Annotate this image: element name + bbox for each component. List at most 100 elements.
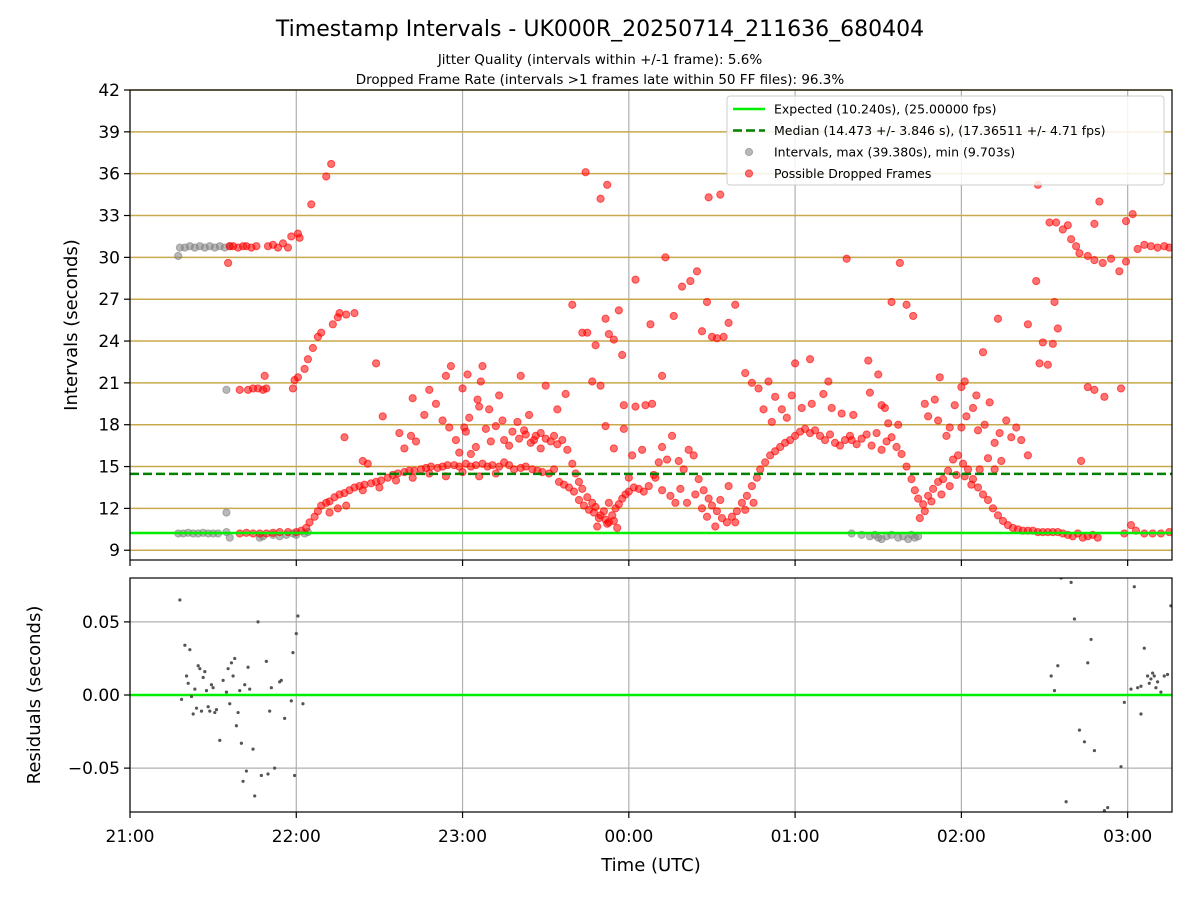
y-tick-label: 12 — [98, 499, 120, 519]
dropped-frame-point — [609, 444, 618, 453]
dropped-frame-point — [1045, 218, 1054, 227]
residual-point — [251, 747, 255, 751]
dropped-frame-point — [897, 449, 906, 459]
dropped-frame-point — [716, 495, 725, 505]
residual-point — [1142, 646, 1146, 650]
dropped-frame-point — [732, 507, 742, 516]
dropped-frame-point — [712, 507, 722, 516]
dropped-frame-point — [973, 426, 983, 435]
dropped-frame-point — [1126, 521, 1136, 530]
dropped-frame-point — [287, 232, 296, 241]
dropped-frame-point — [960, 377, 969, 386]
dropped-frame-point — [667, 431, 677, 440]
dropped-frame-point — [471, 461, 480, 470]
dropped-frame-point — [322, 172, 331, 181]
dropped-frame-point — [438, 416, 447, 425]
dropped-frame-point — [514, 434, 524, 443]
dropped-frame-point — [1121, 216, 1131, 226]
dropped-frame-point — [536, 428, 545, 438]
residual-point — [1159, 690, 1163, 694]
residual-point — [1162, 674, 1166, 678]
dropped-frame-point — [942, 431, 951, 440]
dropped-frame-point — [524, 410, 534, 420]
residual-point — [243, 683, 247, 687]
dropped-frame-point — [1121, 257, 1131, 266]
residual-point — [301, 702, 305, 706]
dropped-frame-point — [283, 243, 293, 252]
dropped-frame-point — [308, 343, 318, 353]
dropped-frame-point — [641, 401, 650, 410]
residual-point — [203, 670, 207, 674]
dropped-frame-point — [699, 486, 708, 495]
residual-point — [1132, 585, 1136, 589]
y-tick-label: 18 — [98, 416, 120, 436]
residual-point — [1106, 806, 1110, 810]
legend-entry-label: Possible Dropped Frames — [774, 166, 931, 181]
dropped-frame-point — [619, 401, 628, 410]
residual-point — [188, 648, 192, 652]
dropped-frame-point — [1146, 242, 1156, 251]
dropped-frame-point — [260, 371, 269, 381]
dropped-frame-point — [325, 508, 334, 517]
dropped-frame-point — [561, 389, 570, 399]
dropped-frame-point — [990, 438, 999, 447]
dropped-frame-point — [317, 328, 326, 337]
dropped-frame-point — [842, 254, 851, 263]
dropped-frame-point — [747, 481, 756, 491]
chart-subtitle-dropped: Dropped Frame Rate (intervals >1 frames … — [356, 72, 845, 88]
dropped-frame-point — [391, 476, 401, 485]
dropped-frame-point — [574, 477, 584, 486]
dropped-frame-point — [787, 391, 796, 400]
dropped-frame-point — [583, 493, 592, 502]
y-tick-label: 30 — [98, 248, 120, 268]
y-tick-label: 9 — [109, 541, 120, 561]
dropped-frame-point — [631, 275, 640, 284]
dropped-frame-point — [411, 437, 421, 446]
dropped-frame-point — [722, 518, 732, 527]
dropped-frame-point — [1007, 433, 1016, 442]
dropped-frame-point — [614, 306, 623, 315]
residual-point — [246, 665, 250, 669]
dropped-frame-point — [1067, 235, 1076, 244]
dropped-frame-point — [408, 473, 417, 482]
dropped-frame-point — [707, 501, 717, 510]
dropped-frame-point — [639, 487, 648, 496]
dropped-frame-point — [473, 395, 482, 404]
residual-point — [248, 687, 252, 691]
dropped-frame-point — [613, 523, 622, 533]
points-layer — [130, 578, 1172, 812]
dropped-frame-point — [782, 413, 791, 422]
residual-point — [228, 702, 232, 706]
dropped-frame-point — [549, 431, 559, 440]
dropped-frame-point — [1090, 219, 1099, 228]
residual-point — [294, 631, 298, 636]
dropped-frame-point — [1115, 267, 1124, 276]
dropped-frame-point — [737, 498, 746, 507]
dropped-frame-point — [983, 454, 993, 463]
dropped-frame-point — [603, 519, 612, 528]
legend: Expected (10.240s), (25.00000 fps) Median… — [726, 95, 1165, 186]
dropped-frame-point — [657, 442, 667, 452]
dropped-frame-point — [1012, 423, 1021, 432]
dropped-frame-point — [852, 440, 861, 449]
dropped-frame-point — [1128, 210, 1137, 219]
dropped-frame-point — [742, 491, 751, 500]
residual-point — [1136, 686, 1140, 690]
dropped-frame-point — [596, 194, 605, 203]
residual-point — [1151, 671, 1155, 675]
dropped-frame-point — [807, 399, 816, 408]
residual-point — [1149, 677, 1153, 681]
dropped-frame-point — [968, 403, 978, 413]
residuals-y-axis-label: Residuals (seconds) — [24, 606, 45, 785]
dropped-frame-point — [609, 516, 618, 526]
residual-point — [239, 741, 244, 745]
dropped-frame-point — [827, 403, 836, 413]
dropped-frame-point — [375, 483, 384, 492]
dropped-frame-point — [990, 465, 999, 474]
dropped-frame-point — [340, 433, 349, 442]
dropped-frame-point — [624, 473, 633, 482]
dropped-frame-point — [945, 481, 954, 491]
dropped-frame-point — [1072, 242, 1081, 251]
dropped-frame-point — [235, 385, 244, 394]
dropped-frame-point — [914, 494, 923, 503]
